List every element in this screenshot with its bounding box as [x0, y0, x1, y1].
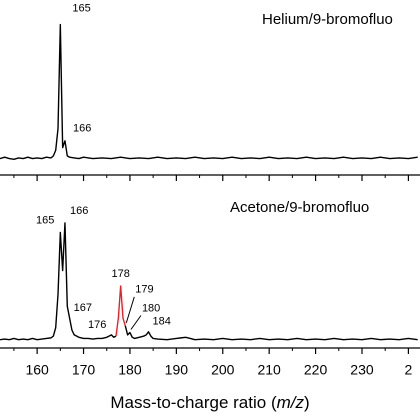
peak-label: 178	[111, 268, 129, 280]
spectrum-line	[0, 23, 418, 160]
peak-label: 180	[142, 302, 160, 314]
x-tick-label: 200	[211, 362, 235, 378]
x-tick-label: 190	[165, 362, 189, 378]
panel-title: Helium/9-bromofluo	[262, 11, 393, 28]
peak-label: 165	[72, 3, 90, 15]
x-axis-label-part: m/z	[277, 393, 305, 412]
spectrum-line	[0, 222, 418, 341]
x-tick-label: 230	[350, 362, 374, 378]
x-tick-label: 2	[404, 362, 412, 378]
peak-label: 167	[74, 302, 92, 314]
peak-label: 179	[135, 284, 153, 296]
spectrum-line	[115, 285, 126, 337]
peak-label: 166	[73, 123, 91, 135]
x-tick-label: 160	[25, 362, 49, 378]
peak-label: 184	[153, 316, 171, 328]
peak-label: 165	[36, 214, 54, 226]
peak-label: 176	[88, 319, 106, 331]
peak-arrow	[125, 296, 135, 323]
x-axis-label-part: Mass-to-charge ratio (	[110, 393, 277, 412]
peak-arrow	[130, 315, 142, 330]
x-tick-label: 210	[257, 362, 281, 378]
x-tick-label: 170	[72, 362, 96, 378]
x-tick-label: 220	[304, 362, 328, 378]
x-axis-label-part: )	[304, 393, 310, 412]
x-axis-label: Mass-to-charge ratio (m/z)	[110, 393, 309, 412]
panel-title: Acetone/9-bromofluo	[230, 199, 369, 216]
peak-label: 166	[70, 205, 88, 217]
x-tick-label: 180	[118, 362, 142, 378]
